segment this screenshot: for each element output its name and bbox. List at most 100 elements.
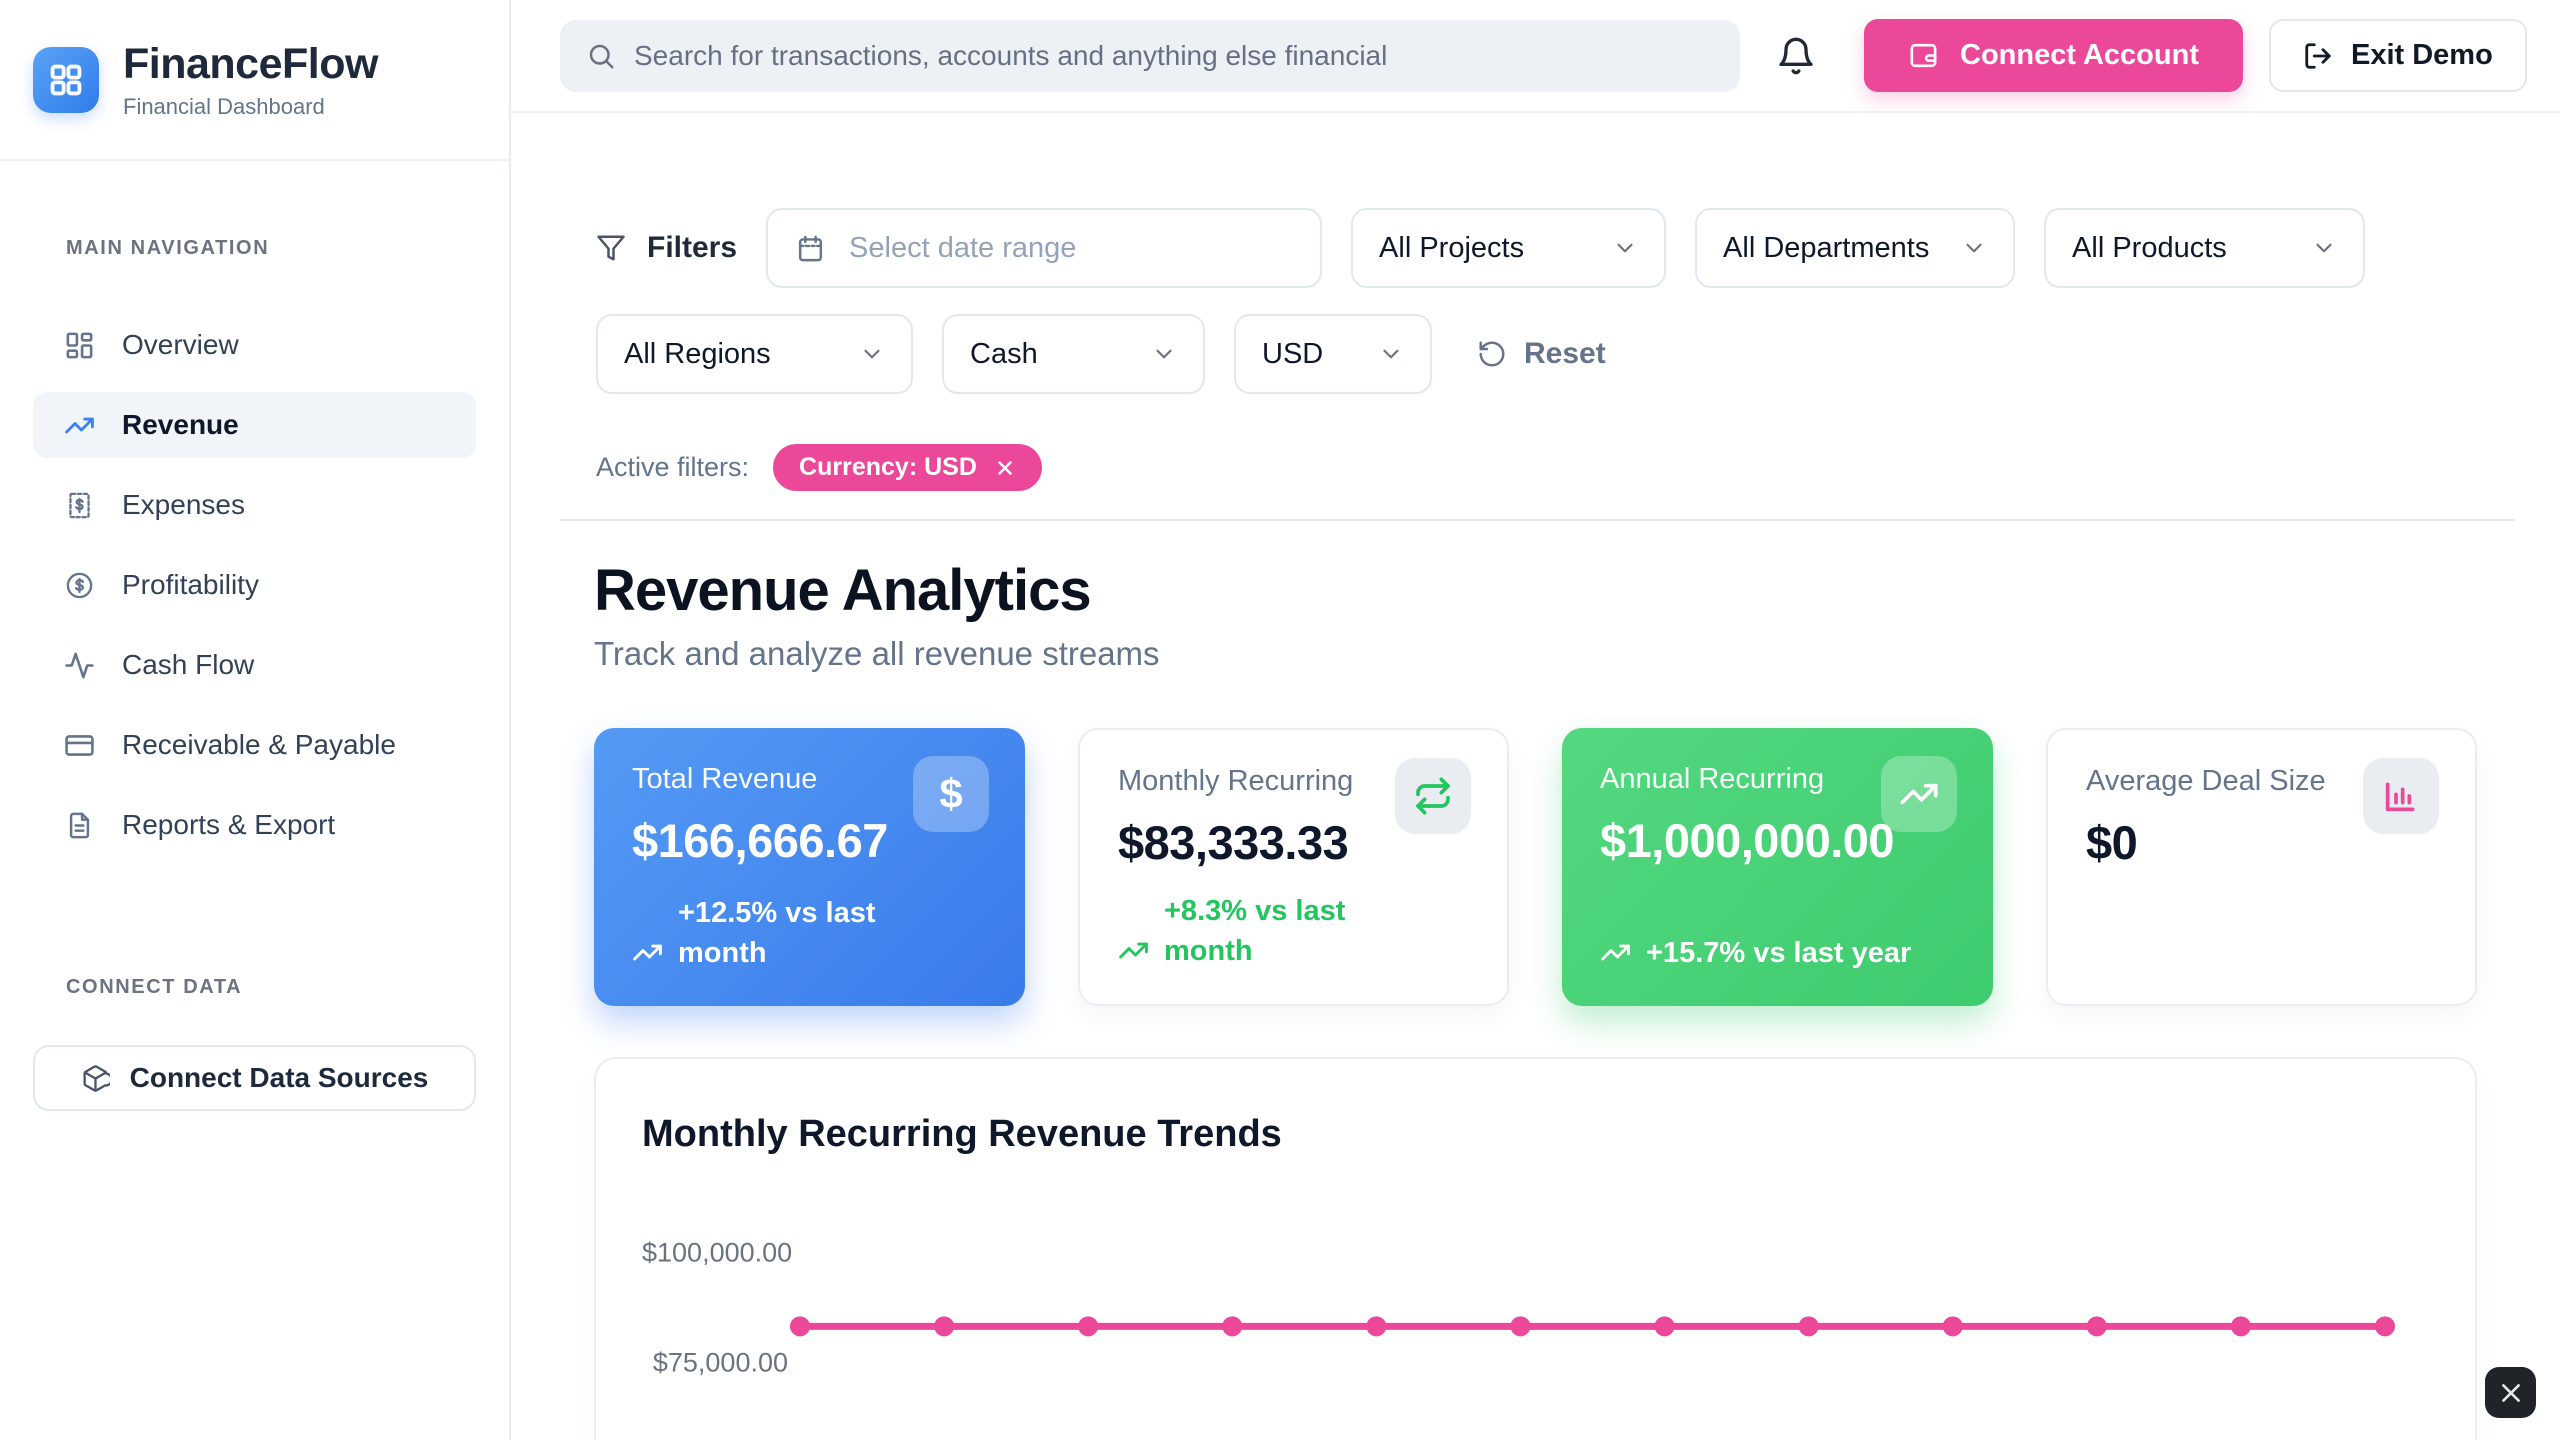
connect-data-heading: CONNECT DATA <box>66 976 243 998</box>
date-range-input[interactable] <box>849 231 1294 265</box>
trending-up-icon <box>633 944 662 961</box>
data-point <box>1366 1316 1387 1337</box>
products-select[interactable]: All Products <box>2044 208 2366 288</box>
reset-filters-button[interactable]: Reset <box>1477 337 1606 371</box>
logo-section: FinanceFlow Financial Dashboard <box>0 0 509 161</box>
data-point <box>2086 1316 2107 1337</box>
metric-value: $1,000,000.00 <box>1600 814 1895 867</box>
section-divider <box>560 519 2515 521</box>
trending-up-icon <box>1601 944 1630 961</box>
bar-chart-badge <box>2363 758 2439 834</box>
data-point <box>790 1316 810 1337</box>
sidebar-item-label: Revenue <box>122 409 239 440</box>
data-point <box>1222 1316 1243 1337</box>
receipt-icon <box>69 492 90 518</box>
metric-card-monthly-recurring: Monthly Recurring $83,333.33 +8.3% vs la… <box>1078 728 1509 1006</box>
metric-card-total-revenue: Total Revenue $166,666.67 $ +12.5% vs la… <box>594 728 1025 1006</box>
close-icon[interactable] <box>994 457 1016 479</box>
departments-select[interactable]: All Departments <box>1695 208 2016 288</box>
close-icon <box>2501 1383 2520 1402</box>
exit-demo-button[interactable]: Exit Demo <box>2268 19 2527 92</box>
trending-up-icon <box>1119 942 1148 959</box>
metric-change: +15.7% vs last year <box>1600 933 1911 974</box>
sidebar-item-label: Receivable & Payable <box>122 729 396 760</box>
metric-title: Monthly Recurring <box>1118 765 1354 797</box>
search-input[interactable] <box>634 39 1714 72</box>
mrr-trends-chart-card: Monthly Recurring Revenue Trends $100,00… <box>594 1057 2477 1440</box>
main-content: Filters All Projects All Departments All… <box>511 113 2560 1440</box>
data-point <box>934 1316 955 1337</box>
dollar-circle-icon <box>66 572 93 598</box>
active-filters-row: Active filters: Currency: USD <box>596 444 2515 491</box>
sidebar-item-label: Reports & Export <box>122 809 336 840</box>
sidebar-item-label: Cash Flow <box>122 649 255 680</box>
rotate-ccw-icon <box>1479 341 1505 367</box>
bell-icon <box>1779 37 1813 74</box>
regions-select[interactable]: All Regions <box>596 314 913 394</box>
sidebar-item-label: Expenses <box>122 489 245 520</box>
data-point <box>1798 1316 1819 1337</box>
active-filters-label: Active filters: <box>596 452 750 482</box>
filters-label: Filters <box>596 231 737 265</box>
search-icon <box>589 44 614 68</box>
metric-card-annual-recurring: Annual Recurring $1,000,000.00 +15.7% vs… <box>1562 728 1993 1006</box>
metric-title: Annual Recurring <box>1600 763 1825 795</box>
date-range-picker[interactable] <box>766 208 1323 288</box>
filter-chip-currency-usd[interactable]: Currency: USD <box>773 444 1042 491</box>
repeat-badge <box>1395 758 1471 834</box>
sidebar-item-revenue[interactable]: Revenue <box>33 392 476 458</box>
projects-select[interactable]: All Projects <box>1351 208 1667 288</box>
sidebar-item-expenses[interactable]: Expenses <box>33 472 476 538</box>
sidebar-item-reports-export[interactable]: Reports & Export <box>33 792 476 858</box>
metric-value: $83,333.33 <box>1118 816 1349 869</box>
app-subtitle: Financial Dashboard <box>123 93 325 119</box>
y-axis-tick-label: $100,000.00 <box>642 1237 793 1268</box>
chevron-down-icon <box>864 349 880 359</box>
data-point <box>1078 1316 1099 1337</box>
layout-dashboard-icon <box>66 332 93 358</box>
trending-badge <box>1881 756 1957 832</box>
activity-icon <box>65 652 94 678</box>
payment-type-select[interactable]: Cash <box>942 314 1205 394</box>
revenue-trend-line <box>790 1316 2395 1337</box>
trending-up-icon <box>1900 783 1938 805</box>
metric-title: Total Revenue <box>632 763 818 795</box>
data-point <box>1942 1316 1963 1337</box>
app-title: FinanceFlow <box>123 39 378 88</box>
chevron-down-icon <box>2316 243 2332 253</box>
logout-icon <box>2305 42 2331 69</box>
file-text-icon <box>69 812 90 838</box>
sidebar-item-profitability[interactable]: Profitability <box>33 552 476 618</box>
metric-value: $166,666.67 <box>632 814 888 867</box>
line-chart: $100,000.00$75,000.00$50,000.00 <box>642 1198 2429 1440</box>
filters-bar: Filters All Projects All Departments All… <box>596 208 2515 394</box>
calendar-icon <box>798 235 823 261</box>
metric-change: +8.3% vs last month <box>1118 891 1414 972</box>
connect-account-button[interactable]: Connect Account <box>1864 19 2243 92</box>
connect-data-sources-button[interactable]: Connect Data Sources <box>33 1045 476 1111</box>
main-navigation: Overview Revenue Expenses Profitability <box>0 312 509 858</box>
data-point <box>2230 1316 2251 1337</box>
sidebar-item-label: Profitability <box>122 569 259 600</box>
page-subtitle: Track and analyze all revenue streams <box>594 635 1160 672</box>
currency-select[interactable]: USD <box>1234 314 1432 394</box>
trending-up-icon <box>65 417 94 433</box>
metric-cards: Total Revenue $166,666.67 $ +12.5% vs la… <box>594 728 2477 1006</box>
sidebar-item-overview[interactable]: Overview <box>33 312 476 378</box>
nav-section-heading: MAIN NAVIGATION <box>66 237 270 259</box>
notifications-button[interactable] <box>1760 20 1832 92</box>
metric-card-average-deal-size: Average Deal Size $0 <box>2046 728 2477 1006</box>
global-search <box>560 19 1740 92</box>
metric-title: Average Deal Size <box>2086 765 2326 797</box>
credit-card-icon <box>65 734 94 756</box>
wallet-icon <box>1910 43 1937 68</box>
sidebar-item-cash-flow[interactable]: Cash Flow <box>33 632 476 698</box>
sidebar-item-receivable-payable[interactable]: Receivable & Payable <box>33 712 476 778</box>
dollar-icon: $ <box>939 770 963 817</box>
chevron-down-icon <box>1383 349 1399 359</box>
data-point <box>1510 1316 1531 1337</box>
metric-value: $0 <box>2086 816 2138 869</box>
floating-close-button[interactable] <box>2485 1367 2536 1418</box>
chevron-down-icon <box>1966 243 1982 253</box>
chart-title: Monthly Recurring Revenue Trends <box>642 1113 1282 1155</box>
